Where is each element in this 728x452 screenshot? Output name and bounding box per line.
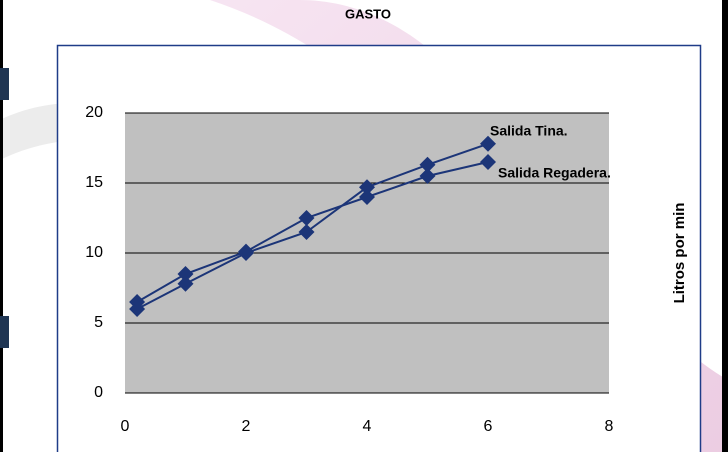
- data-point: [359, 189, 375, 205]
- data-point: [419, 168, 436, 184]
- x-tick-label: 2: [242, 418, 251, 435]
- y-tick-label: 10: [85, 244, 103, 261]
- slide-tab: [0, 316, 9, 348]
- data-point: [298, 210, 315, 226]
- data-point: [177, 266, 194, 282]
- x-tick-label: 0: [121, 418, 130, 435]
- x-tick-label: 4: [363, 418, 372, 435]
- data-point: [419, 156, 436, 173]
- frame-edge: [0, 0, 3, 452]
- y-tick-label: 5: [94, 314, 103, 331]
- slide-tab: [0, 68, 9, 100]
- data-point: [298, 224, 315, 240]
- x-tick-label: 8: [605, 418, 614, 435]
- data-point: [177, 275, 194, 292]
- data-point: [238, 243, 254, 260]
- y-axis-title: Litros por min: [671, 203, 688, 304]
- frame-edge: [722, 0, 728, 452]
- series-label: Salida Regadera.: [498, 165, 611, 181]
- data-point: [480, 154, 496, 170]
- x-tick-label: 6: [484, 418, 493, 435]
- y-tick-label: 20: [85, 104, 103, 121]
- chart-title: GASTO: [345, 6, 391, 21]
- data-point: [480, 135, 496, 152]
- y-tick-label: 0: [94, 384, 103, 401]
- series-label: Salida Tina.: [490, 123, 568, 139]
- data-point: [359, 179, 375, 196]
- data-point: [129, 294, 146, 310]
- y-tick-label: 15: [85, 174, 103, 191]
